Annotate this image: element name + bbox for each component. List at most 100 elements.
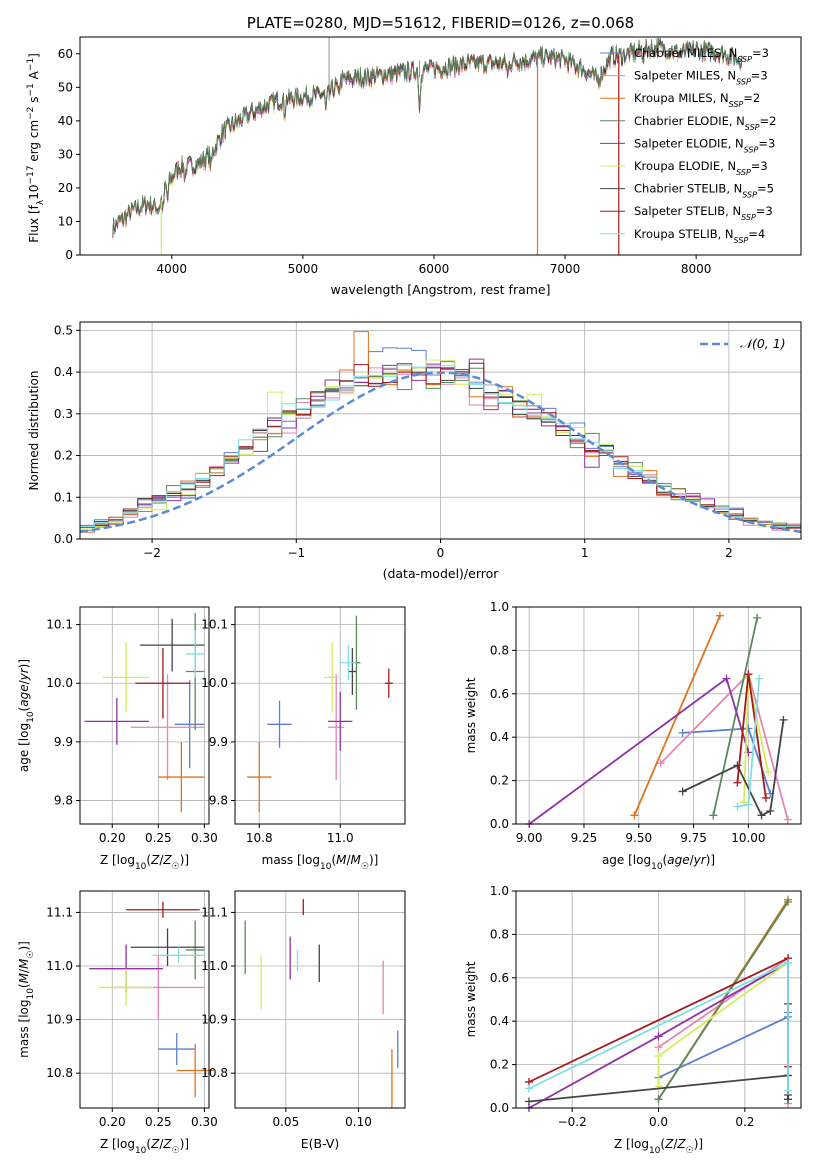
x-tick-label: 0.05 — [272, 1115, 299, 1129]
y-tick-label: 10 — [58, 214, 73, 228]
y-tick-label: 9.8 — [54, 794, 73, 808]
legend-entry: Kroupa ELODIE, NSSP=3 — [634, 159, 768, 177]
x-tick-label: 5000 — [288, 262, 319, 276]
weight-marker — [654, 1043, 663, 1052]
y-tick-label: 0.4 — [490, 730, 509, 744]
y-tick-label: 0 — [65, 248, 73, 262]
x-axis-label: wavelength [Angstrom, rest frame] — [330, 282, 550, 297]
histogram-step — [79, 364, 802, 539]
weight-vs-age-panel: 9.00 9.25 9.50 9.75 10.00 0.0 0.2 0.4 0.6 0.8 1.0 a… — [464, 600, 802, 872]
x-tick-label: 0.20 — [99, 1115, 126, 1129]
weight-line — [712, 617, 759, 816]
y-axis-label: age [log10(age/yr)] — [17, 659, 36, 772]
legend-entry: Kroupa MILES, NSSP=2 — [634, 91, 760, 109]
axes-frame — [234, 606, 406, 825]
errorbar-point — [340, 645, 357, 681]
errorbar-point — [328, 674, 345, 781]
axes-frame — [515, 606, 802, 825]
weight-line — [682, 719, 785, 817]
y-tick-label: 10.9 — [201, 1013, 228, 1027]
y-tick-label: 0.0 — [54, 532, 73, 546]
weight-marker — [779, 715, 788, 724]
errorbar-point — [348, 648, 357, 695]
x-tick-label: 0.30 — [191, 1115, 218, 1129]
x-tick-label: 9.25 — [571, 831, 598, 845]
spectrum-panel: PLATE=0280, MJD=51612, FIBERID=0126, z=0… — [26, 14, 802, 297]
errorbar-point — [139, 618, 205, 672]
y-tick-label: 10.0 — [46, 676, 73, 690]
axes-frame — [234, 890, 406, 1109]
y-tick-label: 0.6 — [490, 971, 509, 985]
x-axis-label: (data-model)/error — [383, 566, 500, 581]
x-axis-label: Z [log10(Z/Z☉)] — [100, 853, 189, 872]
y-tick-label: 40 — [58, 114, 73, 128]
errorbar-point — [185, 920, 205, 980]
y-tick-label: 10.1 — [46, 618, 73, 632]
weight-marker — [783, 815, 792, 824]
weight-marker — [764, 767, 773, 776]
weight-marker — [524, 1084, 533, 1093]
x-tick-label: 8000 — [681, 262, 712, 276]
age-vs-z-panel: 0.20 0.25 0.30 9.8 9.9 10.0 10.1 Z [log10(Z/Z☉)… — [17, 606, 218, 872]
y-tick-label: 0.8 — [490, 643, 509, 657]
y-tick-label: 9.9 — [54, 735, 73, 749]
errorbar-point — [103, 642, 150, 713]
weight-marker — [654, 1032, 663, 1041]
errorbar-point — [126, 901, 200, 918]
x-tick-label: 9.50 — [625, 831, 652, 845]
errorbar-point — [324, 642, 341, 713]
y-tick-label: 0.2 — [490, 1058, 509, 1072]
legend-entry: Salpeter STELIB, NSSP=3 — [634, 204, 773, 222]
legend-entry: Kroupa STELIB, NSSP=4 — [634, 227, 765, 245]
axes-frame — [515, 890, 802, 1109]
x-tick-label: 1 — [581, 546, 589, 560]
errorbar-point — [185, 630, 205, 678]
y-tick-label: 0.4 — [54, 365, 73, 379]
y-tick-label: 10.8 — [201, 1066, 228, 1080]
weight-marker — [722, 674, 731, 683]
x-axis-label: mass [log10(M/M☉)] — [262, 853, 379, 872]
x-tick-label: 2 — [725, 546, 733, 560]
y-tick-label: 0.1 — [54, 490, 73, 504]
weight-marker — [678, 787, 687, 796]
weight-marker — [744, 724, 753, 733]
y-tick-label: 0.6 — [490, 687, 509, 701]
errorbar-point — [158, 741, 205, 813]
errorbar-point — [130, 928, 205, 967]
errorbar-point — [130, 674, 205, 781]
errorbar-point — [247, 741, 272, 813]
x-tick-label: 0.30 — [191, 831, 218, 845]
x-tick-label: 0.25 — [145, 1115, 172, 1129]
weight-marker — [784, 897, 793, 906]
x-tick-label: −1 — [287, 546, 305, 560]
x-axis-label: Z [log10(Z/Z☉)] — [100, 1137, 189, 1156]
axes-frame — [79, 890, 210, 1109]
errorbar-point — [84, 697, 150, 745]
y-tick-label: 9.8 — [209, 794, 228, 808]
age-vs-mass-panel: 10.8 11.0 9.8 9.9 10.0 10.1 mass [log10(M/M☉)] — [201, 606, 406, 872]
x-tick-label: 6000 — [419, 262, 450, 276]
x-tick-label: 11.0 — [327, 831, 354, 845]
y-tick-label: 0.3 — [54, 407, 73, 421]
y-tick-label: 11.1 — [46, 905, 73, 919]
y-tick-label: 10.1 — [201, 618, 228, 632]
weight-marker — [744, 800, 753, 809]
y-tick-label: 11.1 — [201, 905, 228, 919]
y-tick-label: 10.9 — [46, 1013, 73, 1027]
x-tick-label: 0.2 — [735, 1115, 754, 1129]
weight-marker — [755, 674, 764, 683]
weight-marker — [524, 1097, 533, 1106]
errorbar-point — [176, 1043, 214, 1098]
x-tick-label: 0.20 — [99, 831, 126, 845]
y-tick-label: 1.0 — [490, 600, 509, 614]
errorbar-point — [152, 947, 205, 964]
y-tick-label: 10.8 — [46, 1066, 73, 1080]
weight-marker — [753, 613, 762, 622]
x-tick-label: 4000 — [156, 262, 187, 276]
weight-marker — [654, 1051, 663, 1060]
weight-vs-z-panel: −0.2 0.0 0.2 0.0 0.2 0.4 0.6 0.8 1.0 Z [log10(Z/Z… — [464, 884, 802, 1156]
weight-marker — [761, 793, 770, 802]
y-tick-label: 11.0 — [201, 959, 228, 973]
y-tick-label: 0.4 — [490, 1014, 509, 1028]
x-tick-label: 0.0 — [649, 1115, 668, 1129]
